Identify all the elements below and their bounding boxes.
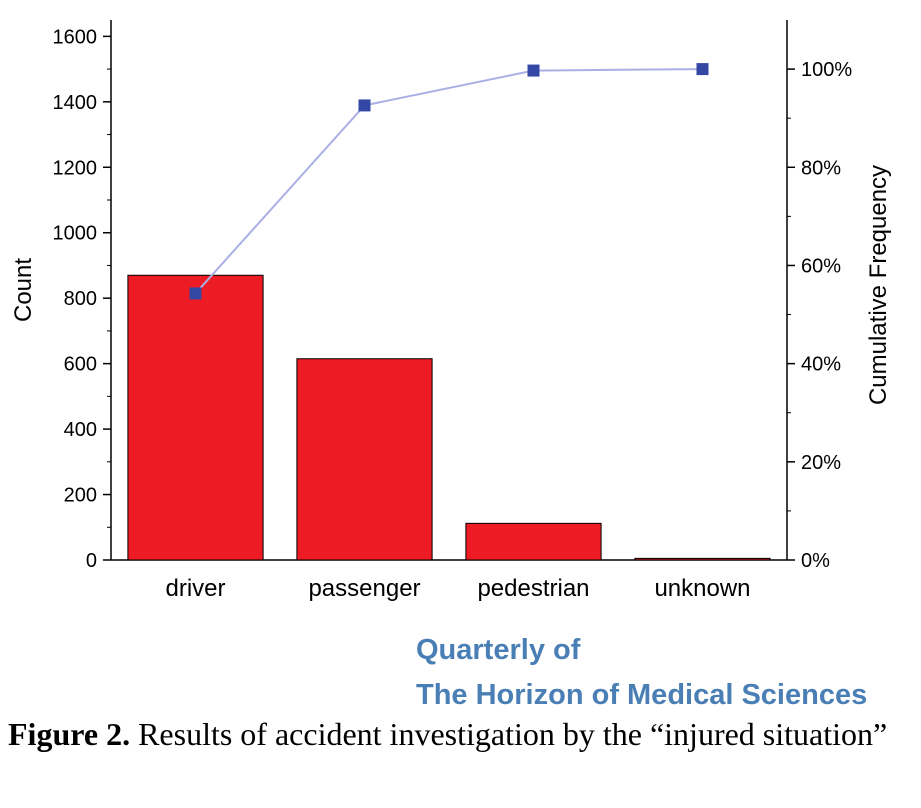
bar-passenger	[296, 358, 433, 561]
y2-tick-label: 40%	[801, 354, 841, 376]
cumulative-line	[189, 63, 709, 300]
watermark-line2: The Horizon of Medical Sciences	[416, 679, 868, 711]
y2-tick-label: 60%	[801, 255, 841, 277]
x-tick-label-pedestrian: pedestrian	[477, 575, 589, 602]
cumulative-point-driver	[189, 287, 202, 300]
watermark-line1: Quarterly of	[416, 634, 581, 666]
right-ticks: 0% 20% 40% 60% 80% 100%	[787, 59, 852, 572]
bars	[127, 274, 771, 561]
cumulative-point-passenger	[358, 99, 371, 112]
y-tick-label: 0	[86, 550, 97, 572]
pareto-chart: 0 200 400 600 800 1000 1200 1400 1600 0% 20% 40% 60…	[10, 20, 892, 602]
caption-label: Figure 2.	[8, 716, 131, 752]
y2-tick-label: 0%	[801, 550, 830, 572]
y-tick-label: 800	[64, 288, 97, 310]
category-labels: driver passenger pedestrian unknown	[165, 575, 750, 602]
caption-text: Results of accident investigation by the…	[130, 716, 888, 752]
y2-tick-label: 20%	[801, 452, 841, 474]
cumulative-line-path	[194, 68, 703, 295]
bar-unknown	[634, 557, 771, 561]
journal-watermark: Quarterly of The Horizon of Medical Scie…	[416, 628, 867, 718]
y2-axis-label: Cumulative Frequency	[865, 165, 892, 405]
figure-caption: Figure 2. Results of accident investigat…	[8, 712, 908, 756]
x-tick-label-passenger: passenger	[308, 575, 420, 602]
y2-tick-label: 80%	[801, 157, 841, 179]
y2-tick-label: 100%	[801, 59, 852, 81]
y-tick-label: 200	[64, 485, 97, 507]
y-tick-label: 1600	[53, 26, 98, 48]
x-tick-label-driver: driver	[165, 575, 225, 602]
left-ticks: 0 200 400 600 800 1000 1200 1400 1600	[53, 26, 111, 572]
y-tick-label: 1400	[53, 92, 98, 114]
y-tick-label: 1000	[53, 223, 98, 245]
y-tick-label: 400	[64, 419, 97, 441]
bar-pedestrian	[465, 522, 602, 561]
x-tick-label-unknown: unknown	[654, 575, 750, 602]
y-tick-label: 1200	[53, 157, 98, 179]
cumulative-point-unknown	[696, 63, 709, 76]
y-axis-label: Count	[10, 258, 37, 322]
cumulative-point-pedestrian	[527, 64, 540, 77]
bar-driver	[127, 274, 264, 561]
y-tick-label: 600	[64, 354, 97, 376]
